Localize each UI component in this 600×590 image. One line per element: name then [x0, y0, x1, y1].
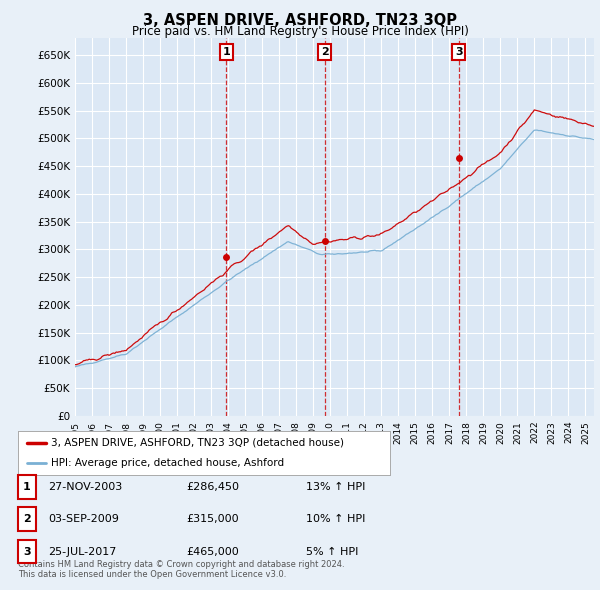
Text: £315,000: £315,000	[186, 514, 239, 524]
Text: £465,000: £465,000	[186, 547, 239, 556]
Text: 3: 3	[455, 47, 463, 57]
Text: 10% ↑ HPI: 10% ↑ HPI	[306, 514, 365, 524]
Text: 2: 2	[321, 47, 329, 57]
Text: 3, ASPEN DRIVE, ASHFORD, TN23 3QP (detached house): 3, ASPEN DRIVE, ASHFORD, TN23 3QP (detac…	[52, 438, 344, 448]
Text: 1: 1	[23, 482, 31, 491]
Text: 03-SEP-2009: 03-SEP-2009	[48, 514, 119, 524]
Text: 2: 2	[23, 514, 31, 524]
Text: 5% ↑ HPI: 5% ↑ HPI	[306, 547, 358, 556]
Text: 13% ↑ HPI: 13% ↑ HPI	[306, 482, 365, 491]
Text: Price paid vs. HM Land Registry's House Price Index (HPI): Price paid vs. HM Land Registry's House …	[131, 25, 469, 38]
Text: 1: 1	[223, 47, 230, 57]
Text: 3: 3	[23, 547, 31, 556]
Text: 25-JUL-2017: 25-JUL-2017	[48, 547, 116, 556]
Text: Contains HM Land Registry data © Crown copyright and database right 2024.
This d: Contains HM Land Registry data © Crown c…	[18, 560, 344, 579]
Text: 3, ASPEN DRIVE, ASHFORD, TN23 3QP: 3, ASPEN DRIVE, ASHFORD, TN23 3QP	[143, 13, 457, 28]
Text: £286,450: £286,450	[186, 482, 239, 491]
Text: HPI: Average price, detached house, Ashford: HPI: Average price, detached house, Ashf…	[52, 458, 284, 468]
Text: 27-NOV-2003: 27-NOV-2003	[48, 482, 122, 491]
